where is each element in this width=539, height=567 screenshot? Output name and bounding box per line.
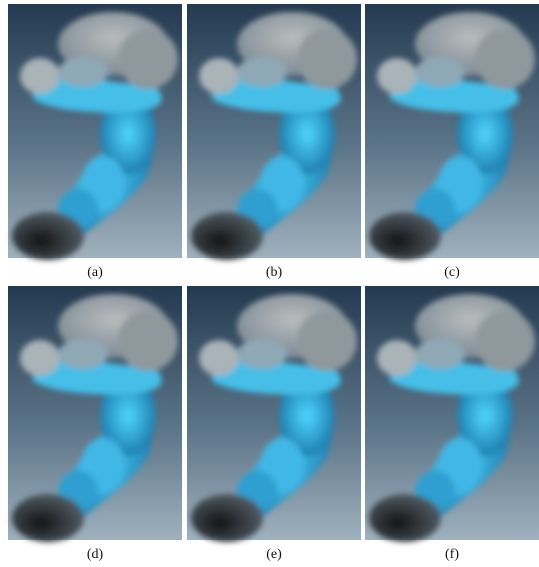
caption: (c) xyxy=(444,265,460,280)
figure: (a) (b) (c) (d) (e) (f) xyxy=(0,0,539,567)
smoke-image xyxy=(187,286,361,542)
smoke-image xyxy=(365,286,539,542)
caption: (f) xyxy=(445,547,459,562)
caption: (e) xyxy=(266,547,282,562)
smoke-image xyxy=(365,4,539,260)
smoke-image xyxy=(8,4,182,260)
smoke-image xyxy=(8,286,182,542)
caption: (b) xyxy=(266,265,283,280)
caption: (d) xyxy=(87,547,104,562)
smoke-image xyxy=(187,4,361,260)
caption: (a) xyxy=(87,265,103,280)
